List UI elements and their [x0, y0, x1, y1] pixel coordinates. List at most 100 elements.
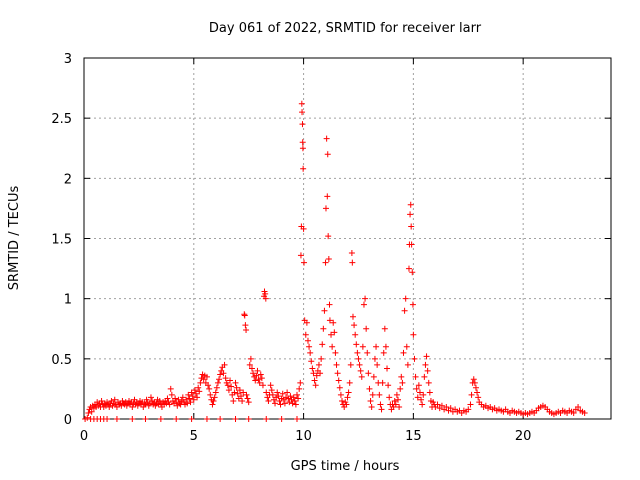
data-point — [308, 358, 315, 365]
data-point — [413, 385, 420, 392]
data-point — [248, 365, 255, 372]
data-point — [331, 329, 338, 336]
y-tick-labels: 0 0.5 1 1.5 2 2.5 3 — [51, 52, 72, 428]
data-point — [245, 399, 252, 406]
data-point — [106, 403, 113, 410]
data-point — [471, 379, 478, 386]
y-tick-label: 0 — [64, 413, 72, 428]
data-point — [575, 403, 582, 410]
data-point — [470, 376, 477, 383]
data-point — [385, 382, 392, 389]
data-point — [254, 367, 261, 374]
data-point — [252, 377, 259, 384]
data-point — [238, 393, 245, 400]
data-point — [236, 387, 243, 394]
data-point — [258, 375, 265, 382]
data-point — [414, 394, 421, 401]
data-point — [232, 379, 239, 386]
data-point — [344, 394, 351, 401]
data-point — [325, 255, 332, 262]
data-point — [187, 399, 194, 406]
data-point — [274, 389, 281, 396]
data-point — [284, 389, 291, 396]
data-point — [312, 382, 319, 389]
data-point — [192, 390, 199, 397]
data-point — [247, 355, 254, 362]
data-point — [191, 387, 198, 394]
data-point — [367, 397, 374, 404]
data-point — [299, 145, 306, 152]
data-point — [424, 367, 431, 374]
data-point — [267, 382, 274, 389]
data-point — [168, 391, 175, 398]
data-point — [244, 395, 251, 402]
data-point — [321, 307, 328, 314]
data-point — [275, 393, 282, 400]
data-point — [363, 325, 370, 332]
data-point — [386, 394, 393, 401]
y-axis-title: SRMTID / TECUs — [7, 186, 22, 291]
data-point — [346, 379, 353, 386]
data-point — [197, 379, 204, 386]
data-point — [205, 382, 212, 389]
data-point — [250, 370, 257, 377]
data-point — [231, 389, 238, 396]
data-point — [438, 402, 445, 409]
x-tick-label: 10 — [295, 429, 312, 444]
data-point — [268, 387, 275, 394]
data-point — [379, 379, 386, 386]
x-tick-label: 5 — [190, 429, 198, 444]
data-point — [384, 365, 391, 372]
data-point — [369, 391, 376, 398]
y-tick-label: 1.5 — [51, 233, 72, 248]
data-point — [393, 391, 400, 398]
data-point — [213, 384, 220, 391]
data-point — [173, 416, 180, 422]
data-point — [322, 259, 329, 266]
data-point — [330, 319, 337, 326]
data-point — [206, 385, 213, 392]
data-point — [418, 396, 425, 403]
data-point — [376, 391, 383, 398]
data-point — [420, 391, 427, 398]
data-point — [240, 389, 247, 396]
data-point — [207, 391, 214, 398]
data-point — [357, 367, 364, 374]
data-point — [339, 397, 346, 404]
data-point — [313, 372, 320, 379]
x-tick-label: 0 — [80, 429, 88, 444]
y-tick-label: 3 — [64, 52, 72, 67]
x-tick-labels: 0 5 10 15 20 — [80, 429, 532, 444]
data-point — [293, 391, 300, 398]
data-point — [400, 349, 407, 356]
data-point — [324, 151, 331, 158]
data-point — [185, 391, 192, 398]
data-point — [402, 295, 409, 302]
data-point — [188, 416, 195, 422]
data-point — [311, 377, 318, 384]
data-point — [293, 416, 300, 422]
data-point — [320, 325, 327, 332]
data-point — [421, 373, 428, 380]
data-point — [401, 307, 408, 314]
data-point — [358, 373, 365, 380]
data-point — [85, 409, 92, 416]
data-point — [310, 370, 317, 377]
data-point — [225, 387, 232, 394]
data-point — [425, 379, 432, 386]
data-point — [253, 372, 260, 379]
data-point — [359, 343, 366, 350]
data-point — [222, 375, 229, 382]
axis-ticks — [83, 57, 611, 420]
data-point — [157, 416, 164, 422]
data-point — [296, 385, 303, 392]
data-point — [319, 341, 326, 348]
data-point — [373, 343, 380, 350]
data-point — [304, 337, 311, 344]
y-tick-label: 1 — [64, 293, 72, 308]
y-tick-label: 2.5 — [51, 112, 72, 127]
data-point — [405, 265, 412, 272]
data-point — [141, 400, 148, 407]
data-point — [217, 416, 224, 422]
